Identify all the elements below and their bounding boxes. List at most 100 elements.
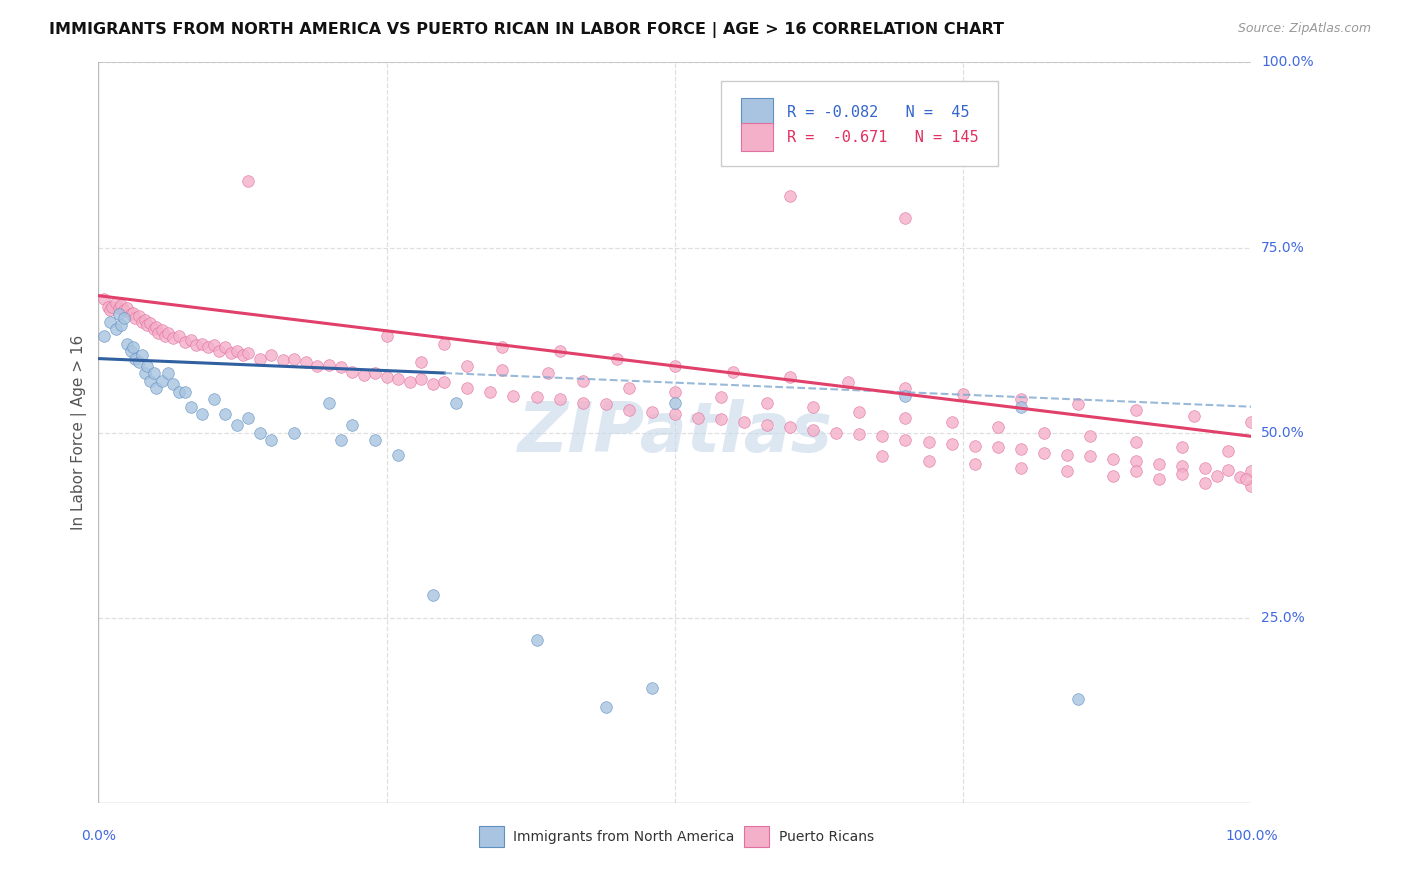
- Text: ZIPatlas: ZIPatlas: [517, 399, 832, 467]
- Point: [987, 441, 1010, 455]
- Point: [848, 405, 870, 419]
- Point: [174, 335, 197, 350]
- Point: [364, 367, 387, 381]
- Point: [131, 348, 153, 362]
- Point: [98, 303, 121, 318]
- Point: [411, 355, 433, 369]
- Point: [641, 681, 664, 695]
- Point: [664, 359, 686, 373]
- Point: [1218, 462, 1240, 476]
- Point: [108, 301, 131, 316]
- Text: Source: ZipAtlas.com: Source: ZipAtlas.com: [1237, 22, 1371, 36]
- Point: [1229, 470, 1251, 484]
- Point: [1056, 464, 1078, 478]
- Point: [124, 351, 146, 366]
- Point: [1147, 471, 1170, 485]
- Point: [433, 376, 456, 390]
- Text: 100.0%: 100.0%: [1225, 829, 1278, 843]
- Point: [318, 358, 340, 372]
- Point: [733, 415, 755, 429]
- Point: [139, 316, 162, 330]
- Point: [686, 410, 709, 425]
- Point: [710, 390, 733, 404]
- Point: [225, 418, 247, 433]
- Point: [108, 307, 131, 321]
- Point: [191, 407, 214, 421]
- Text: 0.0%: 0.0%: [82, 829, 115, 843]
- Point: [837, 376, 859, 390]
- Text: R =  -0.671   N = 145: R = -0.671 N = 145: [787, 129, 979, 145]
- Point: [571, 374, 593, 388]
- Point: [101, 300, 124, 314]
- Point: [329, 360, 352, 375]
- Point: [894, 410, 917, 425]
- FancyBboxPatch shape: [741, 98, 773, 126]
- Point: [1240, 464, 1263, 478]
- Point: [214, 407, 236, 421]
- Point: [1102, 468, 1125, 483]
- Point: [156, 326, 179, 340]
- Point: [444, 396, 467, 410]
- Point: [174, 384, 197, 399]
- Point: [150, 374, 173, 388]
- Point: [260, 433, 283, 447]
- Point: [1234, 471, 1257, 485]
- Point: [329, 433, 352, 447]
- Point: [145, 320, 167, 334]
- Point: [917, 454, 939, 468]
- Point: [219, 345, 242, 359]
- Point: [214, 341, 236, 355]
- Point: [491, 362, 513, 376]
- Point: [963, 457, 986, 471]
- Point: [135, 359, 157, 373]
- Point: [110, 298, 132, 312]
- Point: [1078, 429, 1101, 443]
- Point: [93, 329, 115, 343]
- Point: [156, 367, 179, 381]
- Point: [167, 329, 190, 343]
- Point: [1125, 403, 1147, 417]
- Point: [135, 318, 157, 333]
- Point: [340, 418, 363, 433]
- Point: [104, 296, 127, 310]
- Point: [963, 439, 986, 453]
- Point: [1125, 434, 1147, 449]
- Point: [801, 400, 824, 414]
- Point: [1171, 458, 1194, 473]
- Point: [872, 450, 894, 464]
- Text: 100.0%: 100.0%: [1261, 55, 1313, 70]
- Point: [120, 307, 142, 321]
- Point: [131, 314, 153, 328]
- Text: 25.0%: 25.0%: [1261, 611, 1305, 624]
- Point: [180, 333, 202, 347]
- Point: [411, 372, 433, 386]
- Y-axis label: In Labor Force | Age > 16: In Labor Force | Age > 16: [72, 335, 87, 530]
- Point: [249, 425, 271, 440]
- Point: [537, 367, 560, 381]
- Point: [548, 344, 571, 359]
- Point: [134, 367, 156, 381]
- Point: [307, 359, 329, 373]
- Point: [641, 405, 664, 419]
- Point: [283, 351, 305, 366]
- Point: [1194, 475, 1216, 490]
- Text: IMMIGRANTS FROM NORTH AMERICA VS PUERTO RICAN IN LABOR FORCE | AGE > 16 CORRELAT: IMMIGRANTS FROM NORTH AMERICA VS PUERTO …: [49, 22, 1004, 38]
- Point: [422, 589, 444, 603]
- Point: [122, 306, 145, 320]
- Point: [238, 410, 260, 425]
- Point: [1125, 464, 1147, 478]
- Point: [1205, 468, 1227, 483]
- Point: [260, 348, 283, 362]
- Point: [283, 425, 305, 440]
- Text: Puerto Ricans: Puerto Ricans: [779, 830, 873, 844]
- FancyBboxPatch shape: [479, 827, 505, 847]
- Point: [375, 329, 398, 343]
- Point: [456, 381, 478, 395]
- Point: [952, 387, 974, 401]
- Point: [721, 365, 744, 379]
- Point: [872, 429, 894, 443]
- Point: [848, 427, 870, 442]
- Point: [617, 381, 640, 395]
- Point: [364, 433, 387, 447]
- Point: [238, 345, 260, 359]
